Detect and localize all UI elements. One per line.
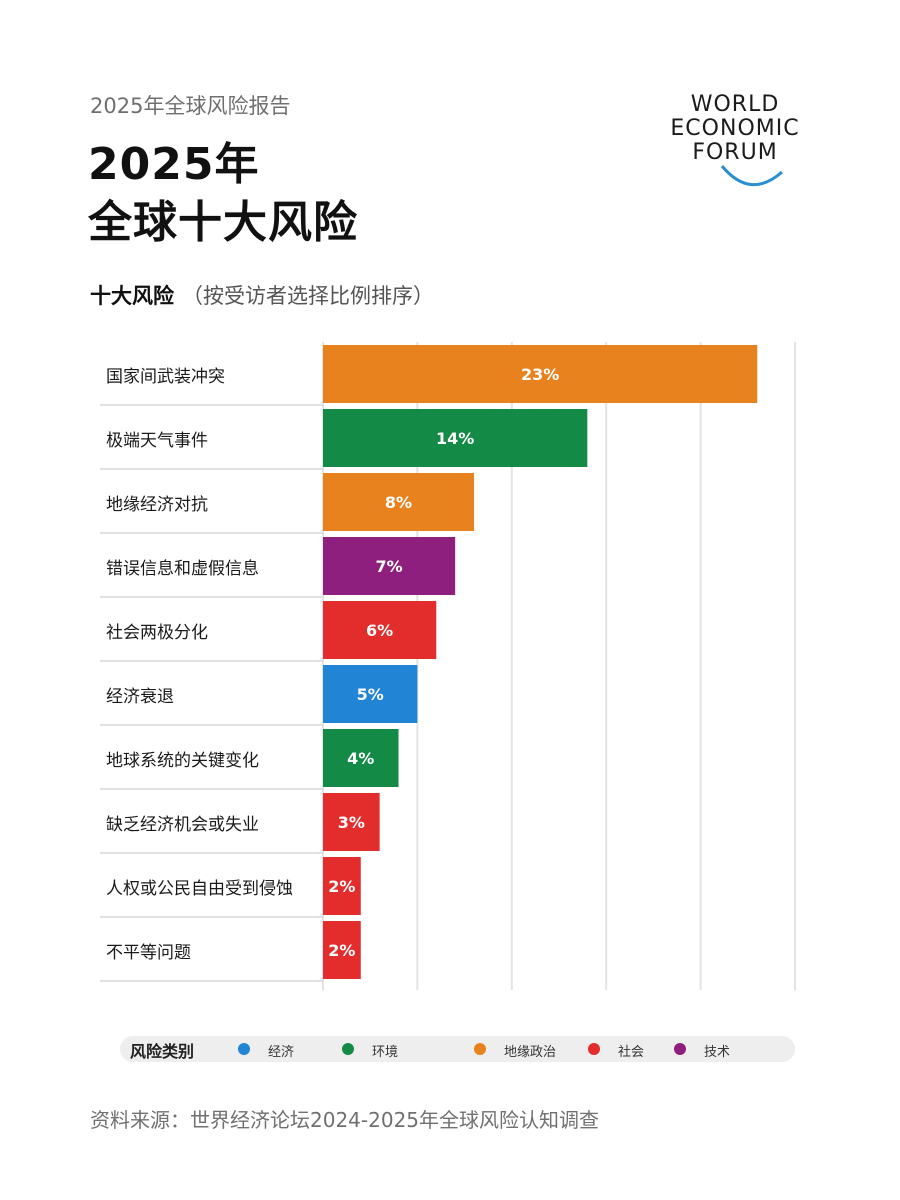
- category-label: 地缘经济对抗: [106, 495, 208, 515]
- category-label: 人权或公民自由受到侵蚀: [106, 879, 293, 899]
- bar: [323, 921, 361, 979]
- page-title-line1: 2025年: [88, 139, 260, 190]
- category-label: 社会两极分化: [106, 623, 208, 643]
- legend-title: 风险类别: [130, 1042, 195, 1061]
- bar: [323, 793, 380, 851]
- value-label: 5%: [357, 685, 384, 704]
- chart-subtitle-bold: 十大风险: [90, 284, 174, 308]
- bar: [323, 729, 399, 787]
- value-label: 14%: [436, 429, 474, 448]
- value-label: 2%: [328, 877, 355, 896]
- bar: [323, 665, 418, 723]
- chart-subtitle-note: （按受访者选择比例排序）: [182, 284, 434, 308]
- category-label: 不平等问题: [106, 943, 191, 963]
- wef-logo: WORLD ECONOMIC FORUM: [650, 88, 820, 188]
- bar-chart: 国家间武装冲突 23% 极端天气事件 14% 地缘经济对抗 8% 错误信息和虚假信息 7% 社会…: [100, 342, 796, 990]
- category-label: 缺乏经济机会或失业: [106, 815, 259, 835]
- legend-label-society: 社会: [618, 1045, 645, 1060]
- legend-dot-geopolitics: [474, 1043, 486, 1055]
- legend-label-economy: 经济: [268, 1045, 295, 1060]
- value-label: 3%: [338, 813, 365, 832]
- legend-label-environment: 环境: [372, 1045, 399, 1060]
- logo-line-2: ECONOMIC: [670, 116, 800, 141]
- bar: [323, 857, 361, 915]
- bar: [323, 345, 758, 403]
- legend: 风险类别 经济 环境 地缘政治 社会 技术: [120, 1036, 795, 1062]
- logo-line-1: WORLD: [690, 92, 780, 117]
- source-note: 资料来源：世界经济论坛2024-2025年全球风险认知调查: [90, 1108, 600, 1132]
- value-label: 7%: [375, 557, 402, 576]
- logo-arc: [720, 165, 783, 187]
- category-label: 国家间武装冲突: [106, 367, 225, 387]
- value-label: 6%: [366, 621, 393, 640]
- category-label: 地球系统的关键变化: [106, 751, 259, 771]
- category-label: 极端天气事件: [106, 431, 208, 451]
- bar: [323, 473, 475, 531]
- value-label: 23%: [521, 365, 559, 384]
- legend-dot-society: [588, 1043, 600, 1055]
- logo-line-3: FORUM: [692, 140, 778, 165]
- bar: [323, 409, 588, 467]
- bar: [323, 601, 437, 659]
- category-label: 错误信息和虚假信息: [106, 559, 259, 579]
- legend-dot-technology: [674, 1043, 686, 1055]
- report-label: 2025年全球风险报告: [90, 94, 291, 118]
- category-label: 经济衰退: [106, 687, 174, 707]
- value-label: 2%: [328, 941, 355, 960]
- bar: [323, 537, 456, 595]
- legend-dot-economy: [238, 1043, 250, 1055]
- chart-subtitle: 十大风险 （按受访者选择比例排序）: [90, 280, 434, 310]
- legend-label-technology: 技术: [704, 1045, 731, 1060]
- value-label: 4%: [347, 749, 374, 768]
- legend-dot-environment: [342, 1043, 354, 1055]
- page-title: 2025年 全球十大风险: [88, 136, 358, 252]
- value-label: 8%: [385, 493, 412, 512]
- page-title-line2: 全球十大风险: [88, 197, 358, 248]
- legend-label-geopolitics: 地缘政治: [504, 1045, 557, 1060]
